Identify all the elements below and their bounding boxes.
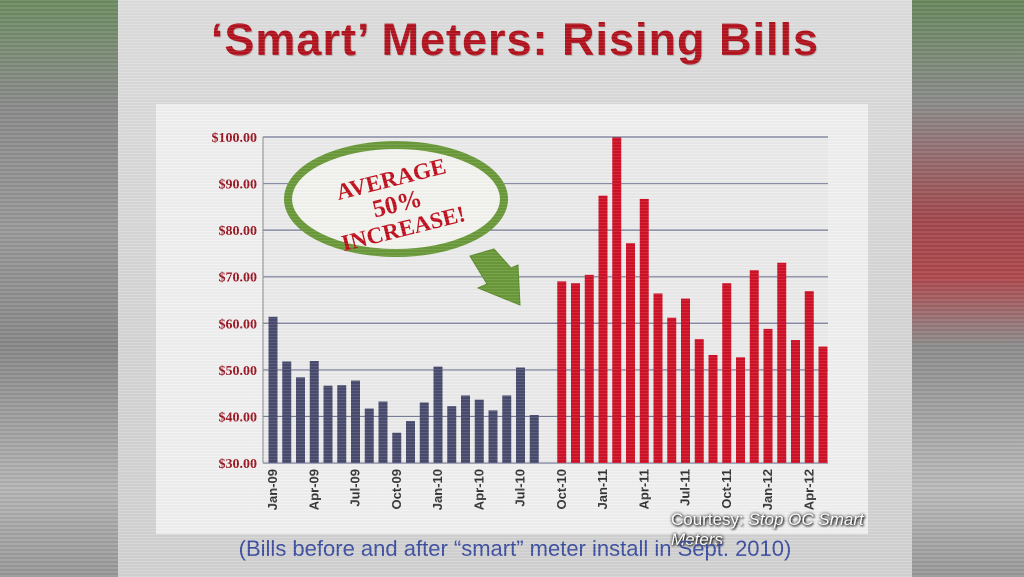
x-tick-label: Jan-09 (265, 469, 280, 510)
slide-title: ‘Smart’ Meters: Rising Bills (210, 14, 820, 65)
bar-may-12 (818, 346, 828, 463)
bar-apr-10 (474, 399, 484, 463)
y-tick-label: $40.00 (219, 410, 258, 425)
x-tick-label: Jul-11 (678, 469, 693, 506)
bar-sep-09 (378, 401, 388, 463)
callout: AVERAGE 50% INCREASE! (284, 141, 521, 306)
x-tick-label: Oct-11 (719, 469, 734, 509)
bar-oct-09 (392, 432, 402, 463)
x-tick-label: Apr-10 (471, 469, 486, 510)
bar-oct-11 (722, 283, 732, 463)
bar-feb-10 (447, 406, 457, 463)
bar-nov-11 (736, 357, 745, 463)
bar-apr-11 (639, 198, 649, 463)
bar-nov-09 (406, 421, 415, 463)
bar-dec-10 (584, 274, 594, 463)
bar-jan-12 (763, 328, 773, 463)
bar-may-09 (323, 385, 333, 463)
x-tick-label: Apr-09 (306, 469, 321, 510)
bar-aug-11 (694, 339, 704, 463)
courtesy-label: Courtesy: (671, 510, 744, 529)
bar-feb-09 (282, 361, 292, 463)
y-tick-label: $100.00 (212, 131, 258, 146)
bar-jan-09 (268, 316, 278, 463)
x-tick-label: Apr-11 (636, 469, 651, 509)
bar-apr-12 (804, 291, 814, 463)
bar-jun-09 (337, 385, 347, 463)
bar-oct-10 (557, 281, 567, 463)
bar-feb-12 (777, 262, 787, 463)
x-tick-label: Apr-12 (801, 469, 816, 510)
slide: ‘Smart’ Meters: Rising Bills $30.00 $40.0… (118, 0, 912, 577)
bar-jun-11 (667, 317, 677, 463)
bar-dec-11 (749, 270, 759, 463)
callout-arrow (469, 248, 521, 306)
bar-jul-10 (516, 367, 525, 463)
left-background-edge (0, 0, 118, 577)
bar-jan-11 (598, 195, 608, 463)
chart-caption: (Bills before and after “smart” meter in… (238, 536, 792, 561)
callout-ellipse (284, 141, 508, 257)
bar-jan-10 (433, 366, 443, 463)
bar-dec-09 (419, 402, 429, 463)
x-tick-label: Jan-12 (760, 469, 775, 510)
bar-apr-09 (309, 361, 319, 463)
y-tick-label: $30.00 (219, 457, 258, 472)
bar-feb-11 (612, 137, 622, 464)
x-tick-label: Jan-11 (595, 469, 610, 509)
bar-aug-10 (529, 415, 539, 463)
y-tick-label: $60.00 (219, 317, 258, 332)
x-tick-label: Oct-09 (389, 469, 404, 509)
right-background-edge (912, 0, 1024, 577)
bar-may-11 (653, 293, 663, 463)
bar-mar-10 (461, 395, 470, 463)
x-tick-label: Jul-09 (348, 469, 363, 507)
bar-jun-10 (502, 395, 512, 463)
x-tick-label: Jul-10 (513, 469, 528, 507)
courtesy-credit: Courtesy: Stop OC Smart Meters (671, 510, 912, 550)
bar-jul-11 (681, 298, 690, 463)
bar-mar-12 (791, 340, 800, 463)
bars (268, 137, 828, 464)
y-tick-label: $50.00 (219, 364, 258, 379)
bar-may-10 (488, 410, 498, 463)
courtesy-source: Stop OC Smart Meters (671, 510, 864, 549)
bar-mar-11 (626, 243, 635, 463)
x-axis-tick-labels: Jan-09 Apr-09 Jul-09 Oct-09 Jan-10 Apr-10 Jul-… (265, 469, 816, 510)
y-axis-tick-labels: $30.00 $40.00 $50.00 $60.00 $70.00 $80.00 $90.… (212, 131, 258, 472)
bar-nov-10 (571, 283, 580, 463)
bar-mar-09 (296, 377, 305, 463)
y-tick-label: $80.00 (219, 224, 258, 239)
bar-aug-09 (364, 408, 374, 463)
bar-jul-09 (351, 380, 360, 463)
x-tick-label: Oct-10 (554, 469, 569, 509)
y-tick-label: $70.00 (219, 271, 258, 286)
bar-sep-11 (708, 354, 718, 463)
x-tick-label: Jan-10 (430, 469, 445, 510)
y-tick-label: $90.00 (219, 178, 258, 193)
bar-chart: $30.00 $40.00 $50.00 $60.00 $70.00 $80.00 $90.… (156, 104, 868, 534)
